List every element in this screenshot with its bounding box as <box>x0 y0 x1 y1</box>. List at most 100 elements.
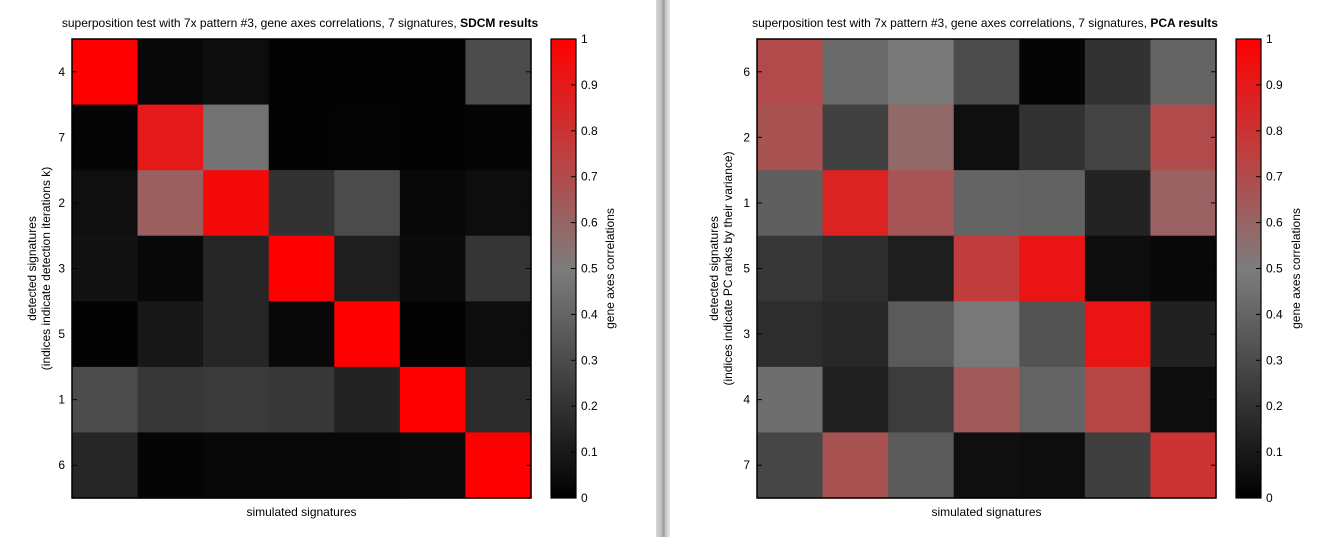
heatmap-cell <box>888 170 955 237</box>
heatmap-cell <box>72 432 139 499</box>
heatmap-cell <box>334 301 401 368</box>
heatmap-cell <box>72 170 139 237</box>
colorbar-tick-label: 0.2 <box>581 399 598 413</box>
heatmap-cell <box>334 432 401 499</box>
heatmap-cell <box>1019 432 1086 499</box>
heatmap-cell <box>1019 170 1086 237</box>
y-tick-label: 2 <box>58 196 65 210</box>
colorbar-tick-label: 1 <box>1266 32 1273 46</box>
heatmap-cell <box>822 235 889 302</box>
heatmap-cell <box>888 366 955 434</box>
colorbar-tick-label: 0.6 <box>1266 216 1283 230</box>
heatmap-cell <box>1150 104 1217 171</box>
colorbar-tick-label: 0.7 <box>581 170 598 184</box>
y-tick-label: 3 <box>743 327 750 341</box>
colorbar-tick-label: 0.6 <box>581 216 598 230</box>
sdcm-heatmap-figure: superposition test with 7x pattern #3, g… <box>25 16 617 519</box>
heatmap-cell <box>953 301 1020 368</box>
heatmap-cell <box>137 432 204 499</box>
colorbar-tick-label: 0.4 <box>1266 307 1283 321</box>
colorbar-tick-label: 0.8 <box>581 124 598 138</box>
heatmap-cell <box>1019 104 1086 171</box>
colorbar-label: gene axes correlations <box>1289 208 1303 329</box>
chart-title: superposition test with 7x pattern #3, g… <box>752 16 1218 30</box>
heatmap-cell <box>757 366 824 434</box>
heatmap-cell <box>203 170 270 237</box>
heatmap-cell <box>822 39 889 106</box>
heatmap-cell <box>888 235 955 302</box>
heatmap-cell <box>334 39 401 106</box>
colorbar-tick-label: 0.9 <box>581 78 598 92</box>
heatmap-cell <box>399 235 467 302</box>
heatmap-cell <box>1084 170 1152 237</box>
y-tick-label: 4 <box>58 65 65 79</box>
heatmap-cell <box>268 104 335 171</box>
colorbar-tick-label: 0.3 <box>1266 353 1283 367</box>
heatmap-cell <box>757 301 824 368</box>
heatmap-cell <box>268 235 335 302</box>
heatmap-cell <box>399 104 467 171</box>
pca-heatmap-figure: superposition test with 7x pattern #3, g… <box>707 16 1303 519</box>
heatmap-cell <box>888 104 955 171</box>
heatmap-cell <box>137 170 204 237</box>
heatmap-cell <box>757 39 824 106</box>
y-tick-label: 7 <box>743 458 750 472</box>
colorbar: 0 0.1 0.2 0.3 0.4 0.5 0.6 0.7 0.8 0.9 1 <box>1235 32 1283 505</box>
heatmap-cell <box>1084 366 1152 434</box>
heatmap-cell <box>1150 366 1217 434</box>
x-axis-label: simulated signatures <box>246 505 356 519</box>
y-tick-label: 5 <box>58 327 65 341</box>
heatmap-cell <box>399 301 467 368</box>
heatmap-cell <box>822 170 889 237</box>
y-axis-label: detected signatures <box>25 216 39 321</box>
heatmap-cell <box>137 235 204 302</box>
heatmap-cell <box>1019 301 1086 368</box>
heatmap-cell <box>465 432 532 499</box>
window-divider[interactable] <box>656 0 670 537</box>
heatmap-cells <box>757 39 1217 499</box>
heatmap-cell <box>399 170 467 237</box>
heatmap-cell <box>203 366 270 434</box>
colorbar-tick-label: 0.5 <box>1266 262 1283 276</box>
heatmap-cell <box>757 235 824 302</box>
heatmap-cell <box>268 366 335 434</box>
heatmap-cell <box>465 301 532 368</box>
heatmap-cell <box>822 432 889 499</box>
heatmap-cell <box>137 366 204 434</box>
colorbar-tick-label: 0.5 <box>581 262 598 276</box>
colorbar-tick-label: 0.3 <box>581 353 598 367</box>
heatmap-cell <box>1150 301 1217 368</box>
heatmap-cell <box>334 235 401 302</box>
heatmap-cell <box>757 432 824 499</box>
heatmap-cell <box>1084 39 1152 106</box>
colorbar-tick-label: 0.1 <box>1266 445 1283 459</box>
colorbar-tick-label: 0 <box>581 491 588 505</box>
heatmap-cell <box>465 366 532 434</box>
heatmap-cell <box>465 235 532 302</box>
colorbar: 0 0.1 0.2 0.3 0.4 0.5 0.6 0.7 0.8 0.9 1 <box>550 32 598 505</box>
colorbar-tick-label: 0.9 <box>1266 78 1283 92</box>
y-tick-label: 1 <box>58 393 65 407</box>
heatmap-cell <box>465 39 532 106</box>
heatmap-cell <box>1084 301 1152 368</box>
heatmap-cell <box>203 39 270 106</box>
heatmap-cell <box>137 301 204 368</box>
heatmap-cell <box>1084 104 1152 171</box>
colorbar-tick-label: 0.2 <box>1266 399 1283 413</box>
heatmap-cell <box>399 432 467 499</box>
heatmap-cell <box>888 432 955 499</box>
y-tick-label: 2 <box>743 130 750 144</box>
heatmap-cell <box>137 39 204 106</box>
heatmap-cell <box>953 366 1020 434</box>
colorbar-label: gene axes correlations <box>603 208 617 329</box>
colorbar-tick-label: 0.1 <box>581 445 598 459</box>
heatmap-cell <box>334 104 401 171</box>
y-axis-label-sub: (indices indicate detection iterations k… <box>39 167 53 370</box>
heatmap-cell <box>203 104 270 171</box>
heatmap-cell <box>1150 39 1217 106</box>
y-tick-label: 4 <box>743 393 750 407</box>
heatmap-cell <box>1019 366 1086 434</box>
colorbar-tick-label: 0 <box>1266 491 1273 505</box>
heatmap-cell <box>1084 235 1152 302</box>
heatmap-cell <box>72 104 139 171</box>
